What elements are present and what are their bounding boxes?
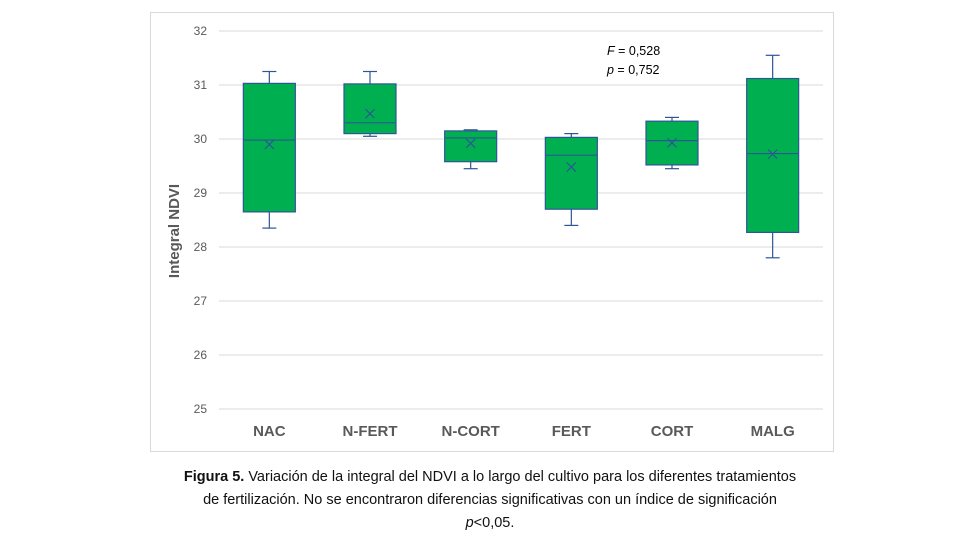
- y-tick-label: 29: [194, 186, 208, 200]
- f-symbol: F: [607, 44, 616, 58]
- box-group-cort: [645, 116, 699, 170]
- x-tick-label: NAC: [253, 423, 286, 440]
- figure-caption-line-1: Figura 5. Variación de la integral del N…: [0, 466, 980, 488]
- y-tick-label: 31: [194, 78, 208, 92]
- p-value: = 0,752: [614, 63, 660, 77]
- gridlines: [219, 30, 823, 410]
- figure-caption-line-2: de fertilización. No se encontraron dife…: [203, 492, 777, 508]
- box-iqr: [343, 83, 397, 135]
- box-group-nac: [242, 70, 296, 229]
- box-group-n-fert: [343, 70, 397, 137]
- y-tick-label: 27: [194, 294, 208, 308]
- x-tick-label: CORT: [651, 423, 694, 440]
- box-iqr: [242, 82, 296, 213]
- mean-marker: [767, 149, 778, 160]
- y-tick-label: 30: [194, 132, 208, 146]
- mean-marker: [667, 137, 677, 148]
- p-value-annotation: p = 0,752: [606, 63, 660, 77]
- f-statistic-annotation: F = 0,528: [607, 44, 660, 58]
- y-axis-label: Integral NDVI: [166, 184, 183, 278]
- box-group-n-cort: [444, 129, 498, 170]
- chart-frame: 25 26 27 28 29 30 31 32 NAC N-FERT N-CORT FERT CORT…: [150, 12, 834, 452]
- f-value: = 0,528: [615, 44, 661, 58]
- figure-caption-text-1: Variación de la integral del NDVI a lo l…: [244, 469, 797, 485]
- x-tick-label: FERT: [552, 423, 591, 440]
- mean-marker: [566, 162, 577, 173]
- y-tick-label: 32: [194, 24, 208, 38]
- y-tick-label: 25: [194, 402, 208, 416]
- mean-marker: [465, 138, 476, 149]
- y-tick-label: 26: [194, 348, 208, 362]
- x-tick-label: N-FERT: [343, 423, 398, 440]
- box-plot-chart: 25 26 27 28 29 30 31 32 NAC N-FERT N-CORT FERT CORT…: [166, 24, 823, 440]
- box-iqr: [544, 136, 598, 210]
- x-tick-label: MALG: [751, 423, 795, 440]
- box-iqr: [444, 130, 498, 163]
- box-group-fert: [544, 132, 598, 226]
- x-tick-label: N-CORT: [442, 423, 500, 440]
- box-iqr: [746, 77, 800, 234]
- mean-marker: [365, 108, 375, 119]
- figure-caption-p-symbol: p: [465, 515, 474, 531]
- figure-caption-line-3: p<0,05.: [0, 512, 980, 534]
- mean-marker: [264, 139, 275, 150]
- y-tick-label: 28: [194, 240, 208, 254]
- y-tick-labels: 25 26 27 28 29 30 31 32: [194, 24, 208, 416]
- p-symbol: p: [606, 63, 614, 77]
- box-group-malg: [746, 54, 800, 259]
- x-tick-labels: NAC N-FERT N-CORT FERT CORT MALG: [253, 423, 795, 440]
- figure-caption-text-3: <0,05.: [473, 515, 515, 531]
- boxes: [242, 54, 800, 259]
- figure-caption-label: Figura 5.: [183, 469, 245, 485]
